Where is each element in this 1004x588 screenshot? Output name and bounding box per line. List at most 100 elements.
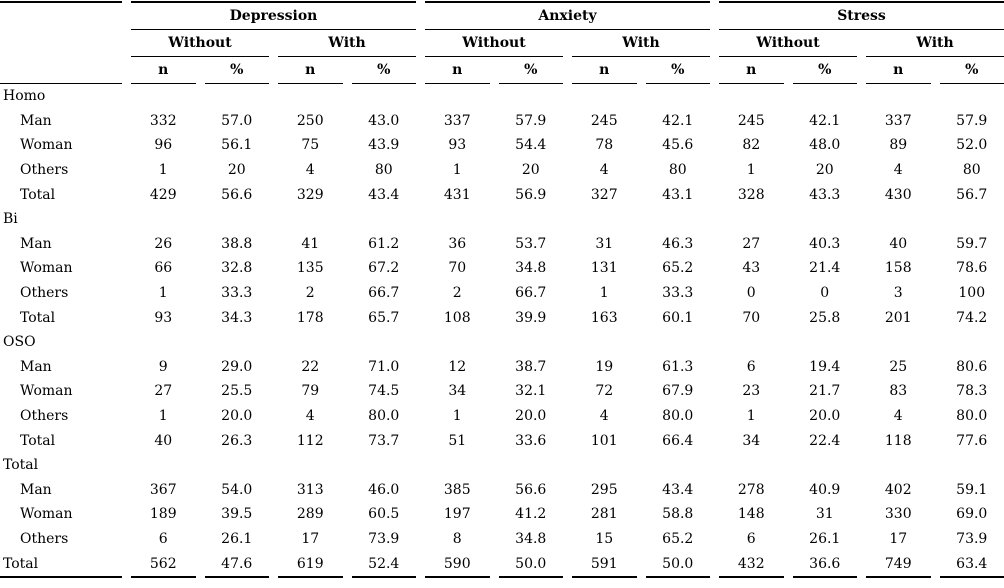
value-cell: 93 bbox=[154, 309, 173, 326]
condition-header-with: With bbox=[278, 30, 416, 57]
table-row: Others 1 33.3 2 66.7 2 66.7 1 33.3 0 0 3 100 bbox=[0, 281, 1004, 306]
value-cell: 2 bbox=[452, 285, 462, 302]
value-cell: 4 bbox=[599, 162, 609, 179]
value-cell: 385 bbox=[443, 481, 471, 498]
value-cell: 40.3 bbox=[809, 235, 841, 252]
value-cell: 591 bbox=[572, 551, 637, 578]
value-cell: 3 bbox=[893, 285, 903, 302]
row-label: Woman bbox=[20, 506, 73, 523]
value-cell: 337 bbox=[443, 112, 471, 129]
measure-header-pct: % bbox=[204, 57, 269, 84]
value-cell: 43.9 bbox=[368, 137, 400, 154]
value-cell: 23 bbox=[742, 383, 761, 400]
value-cell: 80.0 bbox=[368, 408, 400, 425]
value-cell: 43.3 bbox=[809, 186, 841, 203]
value-cell: 56.6 bbox=[515, 481, 547, 498]
empty-cell bbox=[131, 453, 196, 478]
value-cell: 74.5 bbox=[368, 383, 400, 400]
value-cell: 36 bbox=[448, 235, 467, 252]
measure-header-n: n bbox=[719, 57, 784, 84]
value-cell: 135 bbox=[296, 260, 324, 277]
value-cell: 40 bbox=[154, 432, 173, 449]
row-label: Woman bbox=[20, 137, 73, 154]
value-cell: 749 bbox=[866, 551, 931, 578]
value-cell: 52.0 bbox=[956, 137, 988, 154]
row-label: Bi bbox=[3, 211, 18, 228]
row-label: Others bbox=[20, 285, 69, 302]
value-cell: 83 bbox=[889, 383, 908, 400]
value-cell: 43.4 bbox=[662, 481, 694, 498]
row-label: Man bbox=[20, 481, 52, 498]
value-cell: 56.7 bbox=[956, 186, 988, 203]
section-row: OSO bbox=[0, 330, 1004, 355]
value-cell: 80.0 bbox=[662, 408, 694, 425]
column-group-anxiety: Anxiety bbox=[425, 1, 710, 30]
value-cell: 278 bbox=[737, 481, 765, 498]
value-cell: 108 bbox=[443, 309, 471, 326]
value-cell: 78.6 bbox=[956, 260, 988, 277]
value-cell: 332 bbox=[149, 112, 177, 129]
empty-cell bbox=[866, 84, 931, 109]
value-cell: 43 bbox=[742, 260, 761, 277]
value-cell: 19 bbox=[595, 358, 614, 375]
row-label: Total bbox=[0, 551, 122, 578]
value-cell: 12 bbox=[448, 358, 467, 375]
empty-cell bbox=[572, 453, 637, 478]
value-cell: 80 bbox=[962, 162, 981, 179]
value-cell: 19.4 bbox=[809, 358, 841, 375]
value-cell: 65.2 bbox=[662, 260, 694, 277]
empty-cell bbox=[940, 84, 1004, 109]
value-cell: 17 bbox=[889, 530, 908, 547]
value-cell: 57.0 bbox=[221, 112, 253, 129]
value-cell: 56.1 bbox=[221, 137, 253, 154]
measure-header-pct: % bbox=[498, 57, 563, 84]
empty-cell bbox=[205, 207, 270, 232]
empty-cell bbox=[499, 330, 564, 355]
value-cell: 59.7 bbox=[956, 235, 988, 252]
measure-header-pct: % bbox=[792, 57, 857, 84]
condition-header-row: Without With Without With Without With bbox=[0, 30, 1004, 57]
value-cell: 1 bbox=[158, 285, 168, 302]
empty-cell bbox=[793, 453, 858, 478]
value-cell: 158 bbox=[884, 260, 912, 277]
value-cell: 178 bbox=[296, 309, 324, 326]
value-cell: 72 bbox=[595, 383, 614, 400]
value-cell: 101 bbox=[590, 432, 618, 449]
value-cell: 65.7 bbox=[368, 309, 400, 326]
value-cell: 431 bbox=[443, 186, 471, 203]
empty-cell bbox=[719, 84, 784, 109]
value-cell: 367 bbox=[149, 481, 177, 498]
value-cell: 34 bbox=[448, 383, 467, 400]
value-cell: 74.2 bbox=[956, 309, 988, 326]
empty-cell bbox=[352, 453, 417, 478]
value-cell: 80.0 bbox=[956, 408, 988, 425]
row-label: Total bbox=[20, 186, 56, 203]
value-cell: 38.8 bbox=[221, 235, 253, 252]
stub-header-cell bbox=[0, 1, 122, 84]
value-cell: 118 bbox=[884, 432, 912, 449]
empty-cell bbox=[793, 84, 858, 109]
table-row: Others 6 26.1 17 73.9 8 34.8 15 65.2 6 26.1 17 73.9 bbox=[0, 527, 1004, 552]
row-label: Total bbox=[20, 309, 56, 326]
value-cell: 26 bbox=[154, 235, 173, 252]
row-label: Homo bbox=[3, 88, 46, 105]
grand-total-row: Total 562 47.6 619 52.4 590 50.0 591 50.0 432 36.6… bbox=[0, 551, 1004, 578]
value-cell: 0 bbox=[746, 285, 756, 302]
empty-cell bbox=[278, 84, 343, 109]
value-cell: 73.7 bbox=[368, 432, 400, 449]
value-cell: 25.5 bbox=[221, 383, 253, 400]
value-cell: 34.8 bbox=[515, 260, 547, 277]
empty-cell bbox=[646, 453, 711, 478]
empty-cell bbox=[499, 207, 564, 232]
value-cell: 43.4 bbox=[368, 186, 400, 203]
value-cell: 79 bbox=[301, 383, 320, 400]
value-cell: 93 bbox=[448, 137, 467, 154]
value-cell: 39.9 bbox=[515, 309, 547, 326]
value-cell: 430 bbox=[884, 186, 912, 203]
empty-cell bbox=[646, 330, 711, 355]
value-cell: 4 bbox=[599, 408, 609, 425]
value-cell: 4 bbox=[893, 408, 903, 425]
measure-header-n: n bbox=[866, 57, 931, 84]
